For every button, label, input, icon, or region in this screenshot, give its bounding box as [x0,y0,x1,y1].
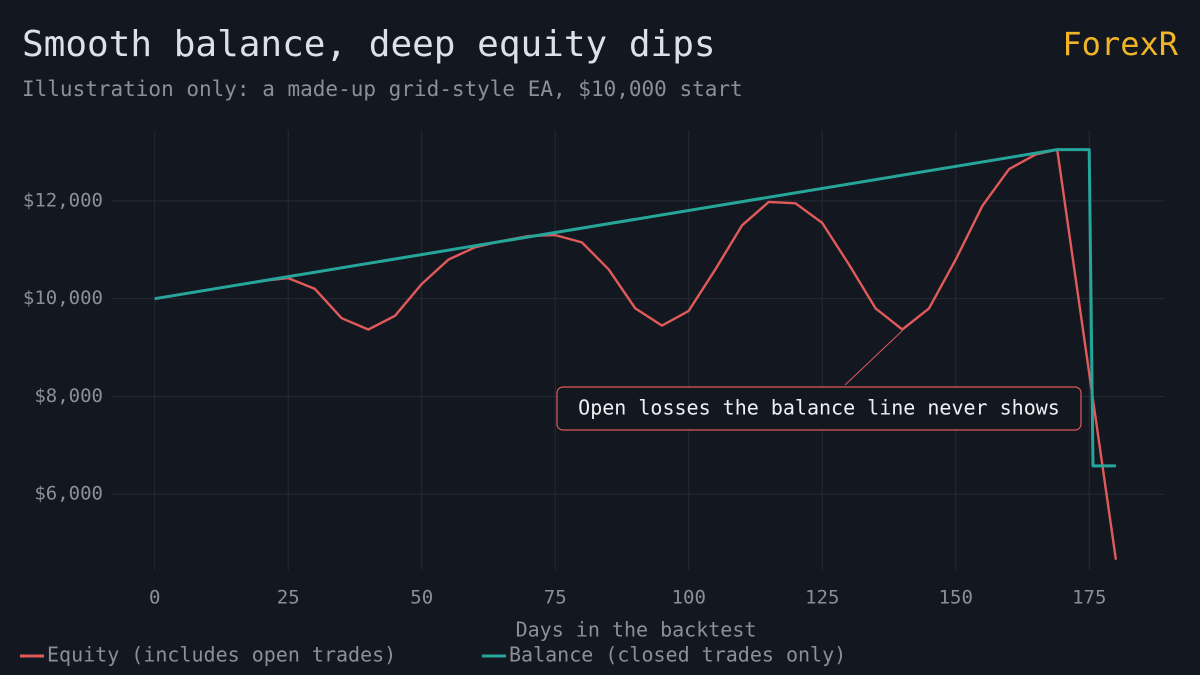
annotation: Open losses the balance line never shows [578,396,1060,420]
x-tick-label: 0 [149,587,160,609]
y-tick-label: $8,000 [34,385,103,407]
annotation-pointer [844,330,903,386]
x-tick-label: 150 [939,587,973,609]
legend-label: Balance (closed trades only) [509,643,846,667]
brand: ForexR [1062,25,1178,63]
grid: $6,000 $8,000 $10,000 $12,000 0 25 50 75 100 125 1… [23,130,1164,609]
y-tick-label: $12,000 [23,189,103,211]
plot [154,148,1118,560]
x-tick-label: 75 [544,587,567,609]
y-tick-label: $6,000 [34,483,103,505]
series-line [154,148,1116,468]
chart-subtitle: Illustration only: a made-up grid-style … [22,77,743,101]
x-tick-label: 175 [1072,587,1106,609]
chart-title: Smooth balance, deep equity dips [22,24,716,65]
x-tick-label: 100 [672,587,706,609]
legend-label: Equity (includes open trades) [47,643,396,667]
x-axis-label: Days in the backtest [516,618,757,642]
legend: Equity (includes open trades) Balance (cl… [20,643,846,667]
y-tick-label: $10,000 [23,287,103,309]
annotation-box [556,386,1082,431]
x-tick-label: 125 [805,587,839,609]
x-tick-label: 25 [277,587,300,609]
x-tick-label: 50 [410,587,433,609]
series-line [154,148,1118,560]
